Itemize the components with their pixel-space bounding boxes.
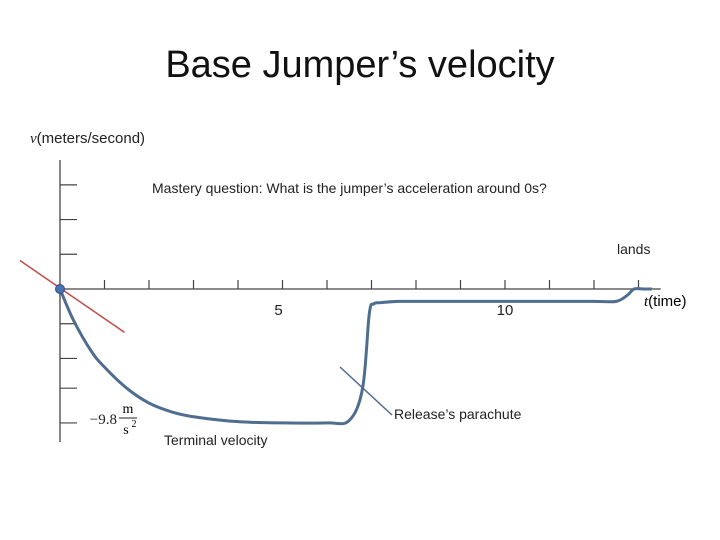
axes [55, 160, 661, 442]
y-tick-label: −9.8 [90, 412, 117, 428]
y-axis-unit: (meters/second) [36, 130, 146, 147]
velocity-curve [58, 287, 652, 426]
x-axis-label: t(time) [644, 293, 687, 310]
x-axis-unit: (time) [648, 293, 686, 310]
y-tick-unit-exp: 2 [132, 419, 137, 430]
page-title: Base Jumper’s velocity [165, 44, 555, 86]
labels-group: 5 10 −9.8 ms 2 t(time) Mastery question: What … [90, 180, 687, 448]
annotation-release: Release’s parachute [394, 406, 522, 422]
x-tick-label: 5 [274, 302, 282, 319]
annotation-question: Mastery question: What is the jumper’s a… [152, 180, 547, 196]
y-tick-unit-den: s [123, 423, 128, 438]
y-tick-unit-num: m [123, 402, 134, 417]
x-axis-var: t [644, 294, 649, 310]
y-axis-var: v [30, 131, 37, 147]
release-arrow [339, 366, 393, 416]
tangent-line [19, 259, 125, 334]
x-tick-label: 10 [497, 302, 514, 319]
annotation-lands: lands [617, 241, 650, 257]
origin-point [55, 284, 65, 294]
y-axis-label: v(meters/second) [30, 130, 145, 148]
curve-group [55, 284, 652, 426]
annotation-terminal: Terminal velocity [164, 432, 267, 448]
tangent-group [19, 259, 125, 334]
